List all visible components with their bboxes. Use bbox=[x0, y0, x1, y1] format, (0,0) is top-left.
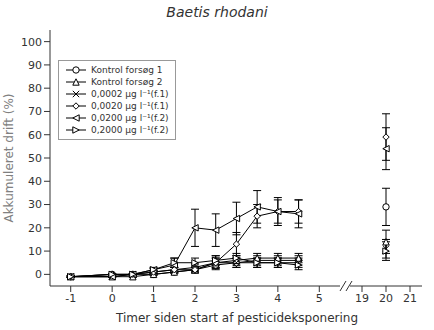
svg-text:4: 4 bbox=[274, 292, 281, 305]
svg-text:20: 20 bbox=[379, 292, 393, 305]
svg-text:30: 30 bbox=[28, 198, 42, 211]
svg-text:70: 70 bbox=[28, 105, 42, 118]
svg-text:40: 40 bbox=[28, 175, 42, 188]
svg-text:21: 21 bbox=[403, 292, 417, 305]
svg-text:0: 0 bbox=[109, 292, 116, 305]
html-text:0,0020 µg l⁻¹(f.1): 0,0020 µg l⁻¹(f.1) bbox=[91, 101, 169, 111]
svg-text:10: 10 bbox=[28, 245, 42, 258]
html-text:Timer siden start af pesticide: Timer siden start af pesticideksponering bbox=[115, 311, 359, 325]
svg-text:90: 90 bbox=[28, 59, 42, 72]
html-text:Kontrol forsøg 1: Kontrol forsøg 1 bbox=[91, 65, 163, 75]
svg-text:Akkumuleret drift (%): Akkumuleret drift (%) bbox=[8, 93, 16, 222]
svg-text:20: 20 bbox=[28, 222, 42, 235]
html-text:Kontrol forsøg 2: Kontrol forsøg 2 bbox=[91, 77, 163, 87]
svg-text:60: 60 bbox=[28, 129, 42, 142]
svg-text:100: 100 bbox=[21, 36, 42, 49]
html-text:0,0200 µg l⁻¹(f.2): 0,0200 µg l⁻¹(f.2) bbox=[91, 113, 169, 123]
svg-text:0: 0 bbox=[35, 268, 42, 281]
html-text:0,2000 µg l⁻¹(f.2): 0,2000 µg l⁻¹(f.2) bbox=[91, 125, 169, 135]
svg-text:2: 2 bbox=[192, 292, 199, 305]
svg-text:1: 1 bbox=[150, 292, 157, 305]
svg-text:19: 19 bbox=[355, 292, 369, 305]
svg-text:-1: -1 bbox=[65, 292, 76, 305]
svg-text:50: 50 bbox=[28, 152, 42, 165]
html-text:Baetis rhodani: Baetis rhodani bbox=[166, 4, 268, 20]
svg-text:3: 3 bbox=[233, 292, 240, 305]
svg-text:5: 5 bbox=[316, 292, 323, 305]
svg-text:80: 80 bbox=[28, 82, 42, 95]
html-text:0,0002 µg l⁻¹(f.1): 0,0002 µg l⁻¹(f.1) bbox=[91, 89, 169, 99]
